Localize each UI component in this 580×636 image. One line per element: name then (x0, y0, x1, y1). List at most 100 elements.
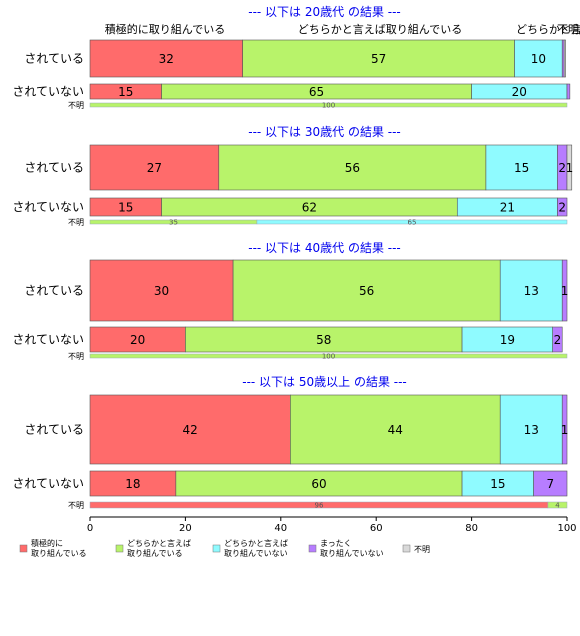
segment-label: 65 (408, 219, 417, 227)
segment-label: 15 (118, 201, 133, 215)
group-title: --- 以下は 30歳代 の結果 --- (248, 125, 401, 139)
group-title: --- 以下は 40歳代 の結果 --- (248, 241, 401, 255)
segment-label: 4 (555, 502, 560, 510)
segment-label: 65 (309, 85, 324, 99)
bar-segment (256, 219, 568, 225)
segment-label: 18 (125, 477, 140, 491)
x-tick-label: 80 (465, 523, 478, 534)
segment-label: 56 (359, 284, 374, 298)
bar-segment (232, 259, 501, 322)
top-category-label: 不明 (557, 23, 579, 36)
segment-label: 15 (514, 161, 529, 175)
x-tick-label: 0 (87, 523, 93, 534)
legend-label: どちらかと言えば取り組んでいない (224, 538, 288, 558)
row-label: されている (24, 52, 84, 66)
segment-label: 21 (500, 201, 515, 215)
bar-segment (218, 144, 487, 191)
bar-segment (242, 39, 515, 78)
segment-label: 19 (500, 333, 515, 347)
segment-label: 1 (561, 284, 569, 298)
row-label: されていない (12, 477, 84, 491)
bar-segment (461, 326, 553, 353)
segment-label: 58 (316, 333, 331, 347)
bar-segment (566, 83, 571, 100)
bar-segment (89, 470, 177, 497)
row-label: されている (24, 161, 84, 175)
bar-segment (89, 259, 234, 322)
legend-swatch (308, 544, 317, 553)
row-label: されている (24, 284, 84, 298)
legend-swatch (115, 544, 124, 553)
row-label: 不明 (68, 501, 84, 510)
bar-segment (89, 353, 568, 359)
bar-segment (557, 197, 568, 217)
legend-label: 不明 (414, 545, 430, 554)
x-tick-label: 60 (370, 523, 383, 534)
group-title: --- 以下は 50歳以上 の結果 --- (242, 375, 407, 389)
bar-segment (561, 259, 568, 322)
segment-label: 30 (154, 284, 169, 298)
bar-segment (566, 144, 573, 191)
legend-label: まったく取り組んでいない (320, 539, 384, 558)
group-title: --- 以下は 20歳代 の結果 --- (248, 5, 401, 19)
bar-segment (89, 102, 568, 108)
top-category-label: どちらかと言えば取り組んでいる (298, 23, 462, 36)
segment-label: 1 (566, 161, 574, 175)
legend-swatch (402, 544, 411, 553)
row-label: 不明 (68, 218, 84, 227)
segment-label: 56 (345, 161, 360, 175)
bar-segment (552, 326, 563, 353)
bar-segment (461, 470, 534, 497)
segment-label: 2 (554, 333, 562, 347)
bar-segment (499, 259, 563, 322)
segment-label: 20 (130, 333, 145, 347)
bar-segment (89, 326, 186, 353)
segment-label: 35 (169, 219, 178, 227)
segment-label: 62 (302, 201, 317, 215)
segment-label: 13 (524, 423, 539, 437)
segment-label: 7 (546, 477, 554, 491)
row-label: 不明 (68, 101, 84, 110)
segment-label: 10 (531, 52, 546, 66)
bar-segment (185, 326, 463, 353)
segment-label: 44 (388, 423, 403, 437)
segment-label: 27 (147, 161, 162, 175)
bar-segment (547, 501, 568, 509)
bar-segment (499, 394, 563, 465)
segment-label: 60 (311, 477, 326, 491)
segment-label: 57 (371, 52, 386, 66)
legend-label: どちらかと言えば取り組んでいる (127, 538, 191, 558)
legend-swatch (212, 544, 221, 553)
segment-label: 42 (183, 423, 198, 437)
segment-label: 15 (490, 477, 505, 491)
row-label: されていない (12, 333, 84, 347)
bar-segment (89, 394, 291, 465)
segment-label: 13 (524, 284, 539, 298)
legend-label: 積極的に取り組んでいる (31, 538, 87, 558)
segment-label: 2 (558, 161, 566, 175)
segment-label: 2 (558, 201, 566, 215)
bar-segment (561, 394, 568, 465)
segment-label: 100 (322, 353, 335, 361)
row-label: されていない (12, 85, 84, 99)
segment-label: 20 (512, 85, 527, 99)
top-category-label: どちらかと言 (516, 23, 580, 36)
bar-segment (533, 470, 568, 497)
bar-segment (175, 470, 463, 497)
x-tick-label: 20 (179, 523, 192, 534)
x-tick-label: 40 (274, 523, 287, 534)
segment-label: 96 (314, 502, 323, 510)
bar-segment (563, 39, 566, 78)
row-label: されていない (12, 200, 84, 214)
row-label: されている (24, 423, 84, 437)
segment-label: 1 (561, 423, 569, 437)
segment-label: 32 (159, 52, 174, 66)
bar-segment (485, 144, 558, 191)
segment-label: 100 (322, 102, 335, 110)
x-tick-label: 100 (557, 523, 576, 534)
segment-label: 15 (118, 85, 133, 99)
legend-swatch (19, 544, 28, 553)
bar-segment (290, 394, 501, 465)
top-category-label: 積極的に取り組んでいる (105, 22, 225, 36)
